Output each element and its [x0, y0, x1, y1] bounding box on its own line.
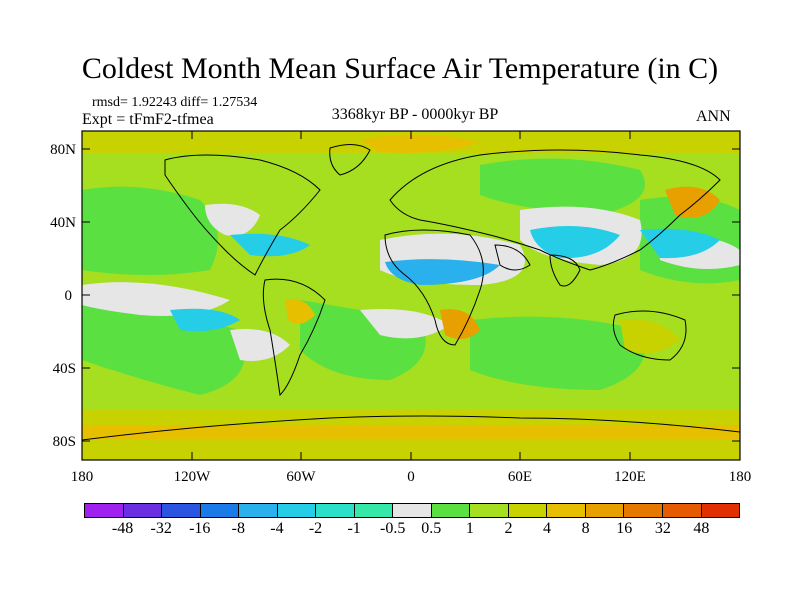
colorbar-label: 8: [581, 520, 590, 537]
lon-label-120w: 120W: [174, 469, 212, 485]
antarctica-coast: [82, 415, 740, 441]
colorbar-label: -2: [308, 520, 323, 537]
colorbar: [84, 503, 740, 518]
colorbar-label: 32: [654, 520, 671, 537]
warm-zone-south-america: [285, 299, 315, 324]
colorbar-label: -0.5: [380, 520, 406, 537]
south-america-coast: [262, 278, 326, 397]
lon-label-60w: 60W: [286, 469, 316, 485]
colorbar-swatch: [508, 504, 548, 517]
cool-zone-south-pacific: [170, 308, 240, 332]
colorbar-swatch: [585, 504, 625, 517]
experiment-label: Expt = tFmF2-tfmea: [82, 111, 214, 128]
warm-zone-australia: [620, 319, 680, 354]
colorbar-label: -1: [347, 520, 361, 537]
season-label: ANN: [696, 108, 731, 125]
lat-label-80n: 80N: [50, 142, 76, 158]
colorbar-label: -8: [231, 520, 245, 537]
lon-label-180-west: 180: [71, 469, 94, 485]
warm-zone-east-asia: [665, 186, 720, 218]
lat-label-equator: 0: [65, 288, 73, 304]
rmsd-stats: rmsd= 1.92243 diff= 1.27534: [92, 95, 258, 110]
cool-zone-asia: [530, 226, 620, 259]
colorbar-label: -32: [150, 520, 172, 537]
greenland-coast: [329, 144, 371, 176]
cool-zone-north-africa: [385, 259, 500, 285]
cool-zone-west-pacific: [640, 228, 720, 259]
lon-label-0: 0: [407, 469, 415, 485]
lon-tick-marks: [81, 131, 741, 460]
colorbar-label: 2: [504, 520, 513, 537]
india-coast: [549, 254, 581, 287]
north-pacific-green: [82, 186, 218, 275]
colorbar-label: -48: [111, 520, 134, 537]
colorbar-label: 1: [465, 520, 474, 537]
lon-label-120e: 120E: [614, 469, 646, 485]
coastlines: [82, 144, 740, 441]
indian-green: [470, 316, 645, 390]
colorbar-label: -4: [270, 520, 284, 537]
asia-green: [480, 158, 645, 215]
map-title: Coldest Month Mean Surface Air Temperatu…: [81, 52, 719, 85]
colorbar-swatch: [200, 504, 240, 517]
north-america-coast: [164, 154, 321, 276]
colorbar-swatch: [316, 504, 355, 517]
colorbar-swatch: [393, 504, 432, 517]
arabia-coast: [494, 244, 531, 271]
lon-label-180-east: 180: [729, 469, 752, 485]
australia-coast: [612, 310, 687, 361]
colorbar-label: 48: [693, 520, 710, 537]
eurasia-coast: [389, 149, 721, 271]
colorbar-swatch: [277, 504, 317, 517]
neutral-zone-pacific: [82, 282, 230, 316]
colorbar-swatch: [431, 504, 471, 517]
colorbar-label: -16: [189, 520, 211, 537]
colorbar-swatch: [354, 504, 394, 517]
arctic-warm-patch: [360, 134, 480, 153]
lat-label-40n: 40N: [50, 215, 76, 231]
colorbar-swatch: [547, 504, 586, 517]
colorbar-label: 0.5: [421, 520, 442, 537]
colorbar-label: 4: [543, 520, 552, 537]
colorbar-swatch: [701, 504, 740, 517]
colorbar-swatch: [624, 504, 663, 517]
colorbar-swatch: [239, 504, 278, 517]
colorbar-label: 16: [616, 520, 633, 537]
lat-label-80s: 80S: [53, 434, 76, 450]
time-period-label: 3368kyr BP - 0000kyr BP: [331, 106, 499, 123]
colorbar-swatch: [162, 504, 201, 517]
lat-label-40s: 40S: [53, 361, 76, 377]
colorbar-swatch: [470, 504, 509, 517]
neutral-zone-atlantic: [360, 309, 450, 339]
colorbar-swatch: [85, 504, 124, 517]
lat-tick-marks: [82, 148, 740, 442]
colorbar-swatch: [662, 504, 702, 517]
cool-zone-north-pacific: [230, 233, 310, 257]
africa-coast: [384, 229, 484, 346]
neutral-zone-north-america: [205, 203, 260, 236]
colorbar-swatch: [123, 504, 163, 517]
antarctic-warm-band: [82, 425, 740, 439]
neutral-zone-south-pacific: [230, 329, 290, 361]
lon-label-60e: 60E: [508, 469, 532, 485]
